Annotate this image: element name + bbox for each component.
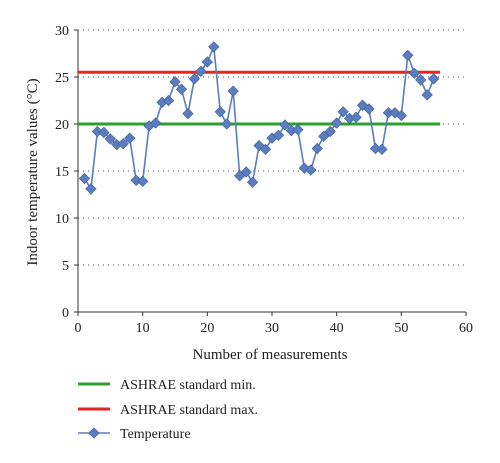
temperature-point [188,73,201,85]
temperature-point [311,142,323,155]
temperature-point [292,124,304,136]
y-tick-label: 25 [55,71,69,86]
temperature-point [402,49,414,62]
temperature-point [175,83,188,95]
temperature-point [98,126,110,139]
temperature-point [137,175,149,187]
temperature-point [214,106,226,118]
y-tick-label: 5 [62,259,69,274]
temperature-point [331,117,343,129]
legend-marker [88,427,100,439]
temperature-point [195,65,207,77]
x-tick-label: 50 [394,321,408,336]
temperature-point [169,76,181,88]
temperature-point [421,89,433,101]
temperature-point [117,138,129,150]
tick-labels: 0 5 10 15 20 25 30 0 10 20 30 40 50 60 [55,24,473,336]
legend-item: ASHRAE standard max. [78,403,258,418]
temperature-point [182,108,194,120]
temperature-point [428,73,440,85]
y-tick-label: 20 [55,118,69,133]
legend-label: ASHRAE standard min. [120,378,256,393]
temperature-point [240,166,252,178]
x-tick-label: 30 [265,321,279,336]
temperature-point [227,85,239,97]
temperature-point [162,94,175,107]
x-tick-label: 0 [75,321,82,336]
temperature-point [318,130,330,142]
y-tick-label: 0 [62,306,69,321]
temperature-point [201,56,213,68]
temperature-point [259,143,272,156]
y-axis-title: Indoor temperature values (°C) [25,78,41,265]
data-markers [78,41,440,195]
temperature-line [83,46,435,190]
legend-item: Temperature [78,427,191,442]
x-tick-label: 40 [330,321,344,336]
gridlines [78,29,466,266]
temperature-point [253,139,265,152]
temperature-point [415,74,427,86]
temperature-point [337,106,349,118]
temperature-point [85,183,97,195]
temperature-point [208,41,220,53]
x-axis-title: Number of measurements [193,347,348,363]
axes [74,29,467,316]
temperature-point [350,111,362,124]
y-tick-label: 10 [55,212,69,227]
temperature-point [149,117,162,129]
temperature-point [376,143,388,156]
temperature-point [124,132,136,144]
temperature-point [363,103,375,115]
temperature-point [279,119,291,131]
temperature-point [246,176,259,188]
y-tick-label: 15 [55,165,69,180]
temperature-point [389,107,401,119]
x-tick-label: 60 [459,321,473,336]
temperature-point [272,129,285,141]
temperature-point [305,164,317,176]
temperature-point [104,133,116,145]
temperature-point [78,172,91,185]
y-tick-label: 30 [55,24,69,39]
legend: ASHRAE standard min. ASHRAE standard max.… [78,378,258,442]
temperature-point [324,125,336,138]
temperature-point [395,109,407,122]
legend-label: Temperature [120,427,191,442]
x-tick-label: 20 [200,321,214,336]
legend-item: ASHRAE standard min. [78,378,256,393]
temperature-point [369,142,382,155]
temperature-point [221,118,233,130]
temperature-point [408,67,420,79]
x-tick-label: 10 [136,321,150,336]
temperature-point [130,174,142,187]
series-lines [78,46,441,190]
legend-label: ASHRAE standard max. [120,403,258,418]
